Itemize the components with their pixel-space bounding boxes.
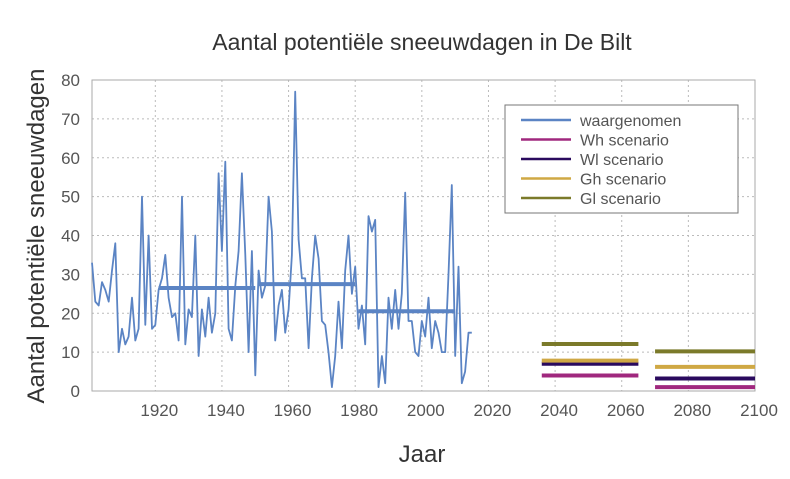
x-tick-label: 2040 — [540, 401, 578, 420]
x-tick-label: 2060 — [607, 401, 645, 420]
x-tick-label: 2020 — [474, 401, 512, 420]
legend: waargenomen Wh scenario Wl scenario Gh scen… — [505, 105, 738, 213]
y-tick-label: 20 — [61, 304, 80, 323]
legend-label: Gh scenario — [580, 172, 666, 189]
y-tick-label: 30 — [61, 265, 80, 284]
y-axis-label: Aantal potentiële sneeuwdagen — [23, 69, 50, 404]
legend-label: waargenomen — [579, 113, 681, 130]
x-tick-label: 2000 — [407, 401, 445, 420]
y-tick-label: 40 — [61, 227, 80, 246]
legend-label: Gl scenario — [580, 191, 661, 208]
y-tick-label: 60 — [61, 149, 80, 168]
x-tick-label: 1960 — [274, 401, 312, 420]
y-tick-label: 70 — [61, 110, 80, 129]
y-tick-label: 50 — [61, 188, 80, 207]
x-tick-label: 2080 — [673, 401, 711, 420]
x-tick-label: 1940 — [207, 401, 245, 420]
y-tick-label: 80 — [61, 71, 80, 90]
x-tick-label: 1920 — [140, 401, 178, 420]
x-tick-label: 1980 — [340, 401, 378, 420]
chart-title: Aantal potentiële sneeuwdagen in De Bilt — [212, 29, 632, 55]
y-tick-label: 10 — [61, 343, 80, 362]
x-tick-label: 2100 — [740, 401, 778, 420]
y-tick-label: 0 — [71, 382, 80, 401]
x-axis-label: Jaar — [399, 441, 446, 468]
legend-label: Wl scenario — [580, 152, 664, 169]
series-line-waargenomen — [92, 92, 472, 387]
legend-label: Wh scenario — [580, 133, 669, 150]
